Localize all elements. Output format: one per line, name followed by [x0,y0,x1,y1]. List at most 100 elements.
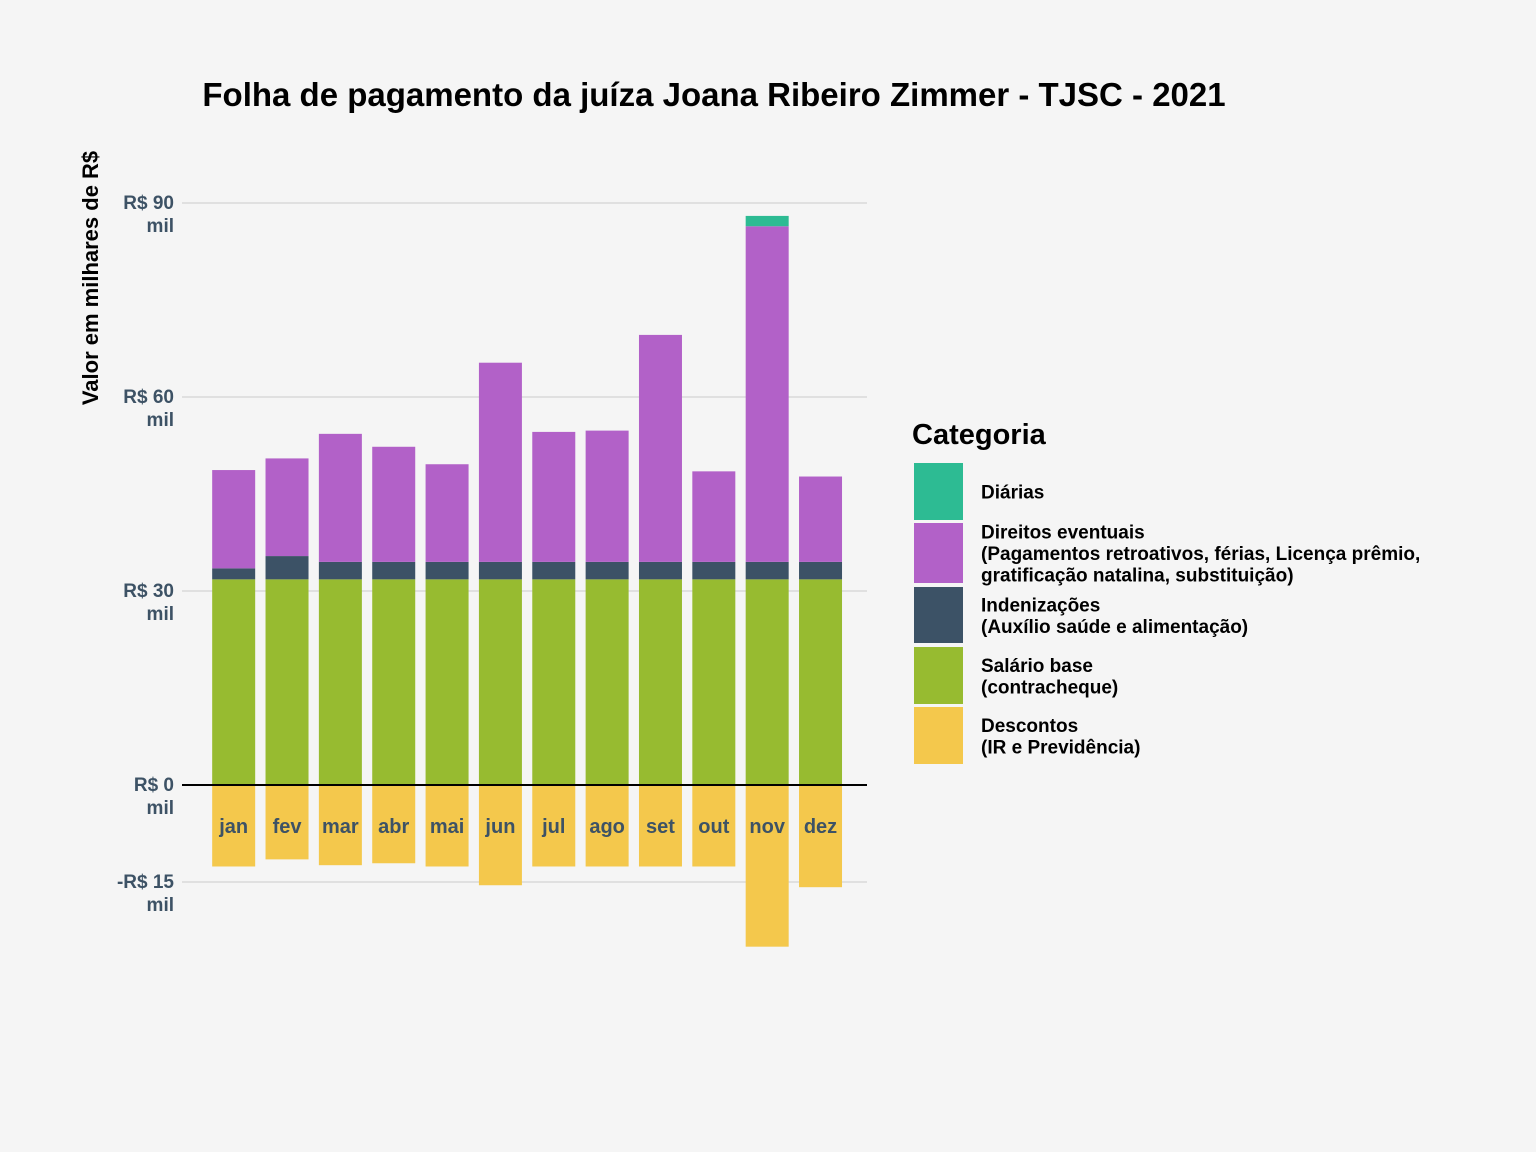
bar-direitos-out [692,471,736,562]
month-label-mar: mar [322,816,359,838]
legend-swatch-direitos [914,523,963,583]
y-tick-label: -R$ 15 mil [117,872,174,916]
legend-label-descontos: Descontos (IR e Previdência) [981,716,1140,759]
bar-indenizacoes-dez [799,561,843,580]
bar-salario-mar [318,579,362,785]
legend-swatch-salario [914,647,963,704]
legend-line: gratificação natalina, substituição) [981,566,1294,587]
y-tick-value: R$ 0 [134,775,174,796]
bar-direitos-ago [585,430,629,562]
legend-line: (Auxílio saúde e alimentação) [981,617,1248,638]
bar-direitos-jun [478,362,522,562]
legend-swatch-indenizacoes [914,587,963,643]
y-tick-unit: mil [147,895,174,916]
y-tick-unit: mil [147,216,174,237]
bar-indenizacoes-set [638,561,682,580]
bar-salario-ago [585,579,629,785]
legend-label-diarias: Diárias [981,483,1044,504]
month-label-nov: nov [749,816,785,838]
bar-indenizacoes-nov [745,561,789,580]
legend-line: Indenizações [981,595,1100,616]
legend-line: (contracheque) [981,677,1118,698]
bar-diarias-nov [745,215,789,227]
y-tick-unit: mil [147,604,174,625]
legend-label-indenizacoes: Indenizações (Auxílio saúde e alimentação… [981,595,1248,638]
bar-salario-mai [425,579,469,785]
legend: Categoria Diárias Direitos eventuais (Paga… [912,419,1420,764]
legend-label-direitos: Direitos eventuais (Pagamentos retroativo… [981,523,1420,587]
month-labels: jan fev mar abr mai jun jul ago set out nov dez [218,816,837,838]
month-label-out: out [698,816,729,838]
y-tick-value: R$ 60 [123,387,174,408]
bar-descontos-jun [478,785,522,886]
legend-line: Salário base [981,656,1093,677]
bar-salario-out [692,579,736,785]
bar-descontos-abr [372,785,416,864]
bars [212,215,843,947]
bar-indenizacoes-mar [318,561,362,580]
legend-line: (Pagamentos retroativos, férias, Licença… [981,544,1420,565]
month-label-abr: abr [378,816,409,838]
month-label-set: set [646,816,675,838]
bar-direitos-fev [265,458,309,557]
legend-line: Diárias [981,483,1044,504]
month-label-jun: jun [484,816,515,838]
legend-title: Categoria [912,419,1047,451]
bar-salario-nov [745,579,789,785]
bar-direitos-abr [372,446,416,562]
y-tick-label: R$ 0 mil [134,775,174,819]
y-tick-label: R$ 60 mil [123,387,174,431]
y-axis-title: Valor em milhares de R$ [78,151,103,405]
bar-descontos-set [638,785,682,867]
bar-salario-jan [212,579,256,785]
month-label-fev: fev [273,816,303,838]
bar-descontos-dez [799,785,843,888]
y-tick-label: R$ 90 mil [123,193,174,237]
bar-descontos-fev [265,785,309,860]
bar-indenizacoes-jan [212,568,256,580]
bar-descontos-mar [318,785,362,866]
bar-direitos-dez [799,476,843,562]
legend-label-salario: Salário base (contracheque) [981,656,1118,699]
month-label-mai: mai [430,816,464,838]
bar-descontos-jul [532,785,576,867]
bar-direitos-set [638,334,682,562]
bar-indenizacoes-jun [478,561,522,580]
month-label-jul: jul [541,816,565,838]
bar-salario-jul [532,579,576,785]
bar-indenizacoes-mai [425,561,469,580]
legend-swatch-descontos [914,707,963,764]
bar-descontos-ago [585,785,629,867]
bar-descontos-mai [425,785,469,867]
y-tick-unit: mil [147,410,174,431]
chart-title: Folha de pagamento da juíza Joana Ribeir… [202,76,1225,113]
bar-indenizacoes-out [692,561,736,580]
legend-line: Direitos eventuais [981,523,1145,544]
y-tick-value: R$ 30 [123,581,174,602]
legend-swatch-diarias [914,463,963,520]
y-tick-value: R$ 90 [123,193,174,214]
bar-direitos-jul [532,431,576,562]
bar-indenizacoes-fev [265,556,309,580]
legend-line: Descontos [981,716,1078,737]
month-label-ago: ago [589,816,625,838]
bar-salario-dez [799,579,843,785]
bar-descontos-jan [212,785,256,867]
month-label-jan: jan [218,816,248,838]
bar-salario-abr [372,579,416,785]
bar-salario-fev [265,579,309,785]
bar-salario-jun [478,579,522,785]
bar-direitos-jan [212,470,256,569]
bar-salario-set [638,579,682,785]
bar-direitos-mai [425,464,469,562]
bar-indenizacoes-ago [585,561,629,580]
legend-line: (IR e Previdência) [981,737,1140,758]
y-tick-unit: mil [147,798,174,819]
y-tick-label: R$ 30 mil [123,581,174,625]
bar-indenizacoes-abr [372,561,416,580]
bar-indenizacoes-jul [532,561,576,580]
y-tick-value: -R$ 15 [117,872,174,893]
bar-descontos-out [692,785,736,867]
